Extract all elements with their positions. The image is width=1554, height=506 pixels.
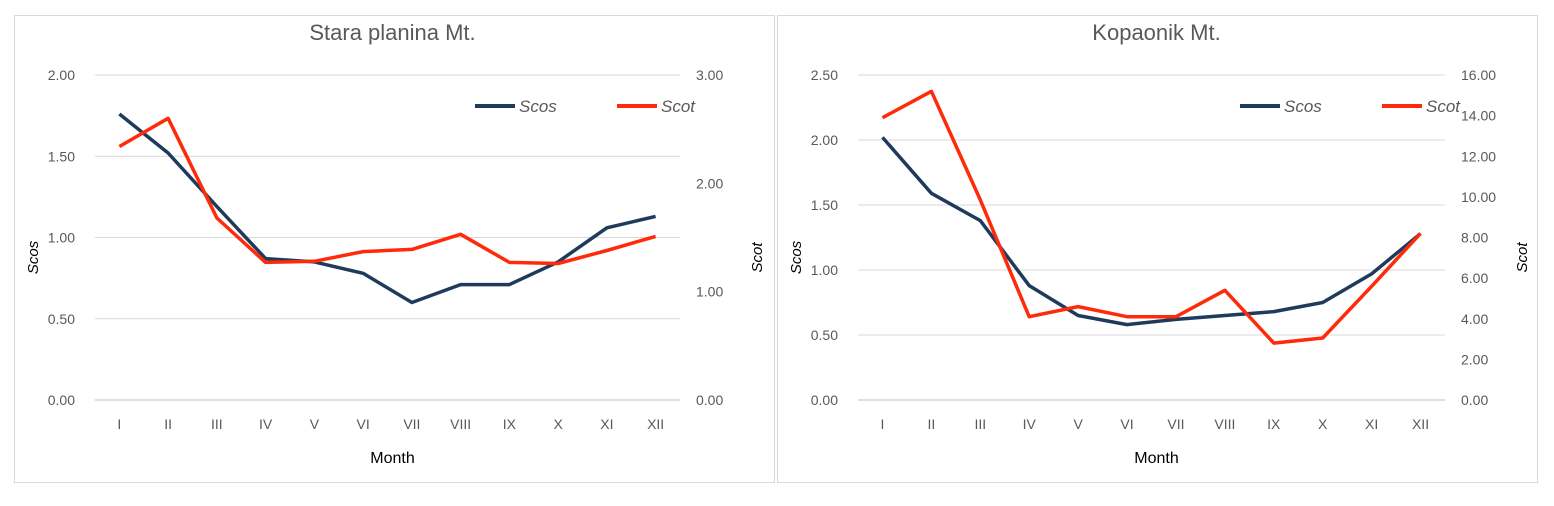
series-line-scot [118, 116, 657, 266]
chart-1: 0.000.501.001.502.000.001.002.003.00I II I… [14, 15, 775, 483]
y2-tick-label: 3.00 [696, 67, 723, 83]
chart-title: Stara planina Mt. [309, 20, 475, 45]
y2-tick-label: 16.00 [1461, 67, 1496, 83]
x-tick-label: VII [403, 416, 420, 432]
x-tick-label: XI [600, 416, 613, 432]
x-tick-label: X [1318, 416, 1328, 432]
x-tick-label: II [164, 416, 172, 432]
y2-tick-label: 6.00 [1461, 270, 1488, 286]
x-tick-label: IV [259, 416, 273, 432]
chart-title: Kopaonik Mt. [1092, 20, 1220, 45]
y2-tick-label: 2.00 [696, 175, 723, 191]
x-tick-label: IV [1023, 416, 1037, 432]
y2-tick-label: 4.00 [1461, 311, 1488, 327]
y2-axis-label: Scot [1514, 242, 1531, 273]
y-tick-label: 0.50 [811, 327, 838, 343]
series-line-scot [881, 89, 1422, 345]
legend-label: Scot [661, 97, 696, 116]
y-axis-label: Scos [25, 240, 42, 274]
chart-frame [777, 15, 1538, 483]
y-tick-label: 0.00 [811, 392, 838, 408]
x-tick-label: XII [647, 416, 664, 432]
y2-tick-label: 0.00 [696, 392, 723, 408]
y2-axis-label: Scot [749, 242, 766, 273]
y-tick-label: 1.50 [811, 197, 838, 213]
y-tick-label: 1.00 [48, 230, 75, 246]
series-line-scos [881, 136, 1422, 327]
y2-tick-label: 0.00 [1461, 392, 1488, 408]
x-tick-label: VII [1167, 416, 1184, 432]
x-tick-label: V [1073, 416, 1083, 432]
y-tick-label: 2.00 [48, 67, 75, 83]
y-axis-label: Scos [788, 240, 805, 274]
y-tick-label: 1.00 [811, 262, 838, 278]
x-tick-label: X [553, 416, 563, 432]
y2-tick-label: 8.00 [1461, 230, 1488, 246]
x-tick-label: XII [1412, 416, 1429, 432]
y-tick-label: 2.00 [811, 132, 838, 148]
y-tick-label: 2.50 [811, 67, 838, 83]
x-tick-label: VI [357, 416, 370, 432]
x-tick-label: IX [1267, 416, 1281, 432]
y-tick-label: 0.50 [48, 311, 75, 327]
y-tick-label: 0.00 [48, 392, 75, 408]
legend-label: Scot [1426, 97, 1461, 116]
y2-tick-label: 10.00 [1461, 189, 1496, 205]
x-tick-label: V [310, 416, 320, 432]
x-tick-label: XI [1365, 416, 1378, 432]
legend-label: Scos [1284, 97, 1322, 116]
x-tick-label: III [974, 416, 986, 432]
x-tick-label: III [211, 416, 223, 432]
legend-label: Scos [519, 97, 557, 116]
y-tick-label: 1.50 [48, 148, 75, 164]
x-tick-label: II [927, 416, 935, 432]
x-tick-label: VI [1120, 416, 1133, 432]
chart-2: 0.00 0.50 1.00 1.50 2.00 2.50 0.00 2.00 4.00 6.00… [777, 15, 1538, 483]
y2-tick-label: 2.00 [1461, 351, 1488, 367]
x-tick-label: I [117, 416, 121, 432]
y2-tick-label: 1.00 [696, 284, 723, 300]
y2-tick-label: 12.00 [1461, 148, 1496, 164]
x-tick-label: I [881, 416, 885, 432]
x-tick-label: VIII [450, 416, 471, 432]
y2-tick-label: 14.00 [1461, 108, 1496, 124]
x-tick-label: VIII [1214, 416, 1235, 432]
x-tick-label: IX [503, 416, 517, 432]
x-axis-label: Month [370, 450, 414, 467]
x-axis-label: Month [1134, 450, 1178, 467]
